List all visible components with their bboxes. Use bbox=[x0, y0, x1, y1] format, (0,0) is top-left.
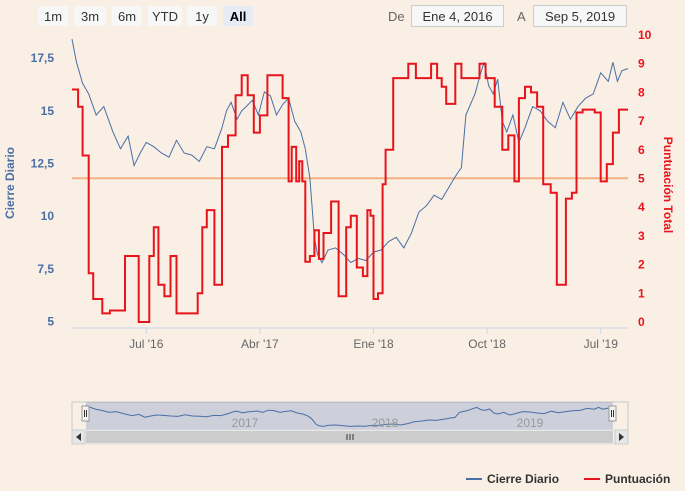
y-axis-left: 5 7,5 10 12,5 15 17,5 bbox=[31, 51, 55, 329]
scrollbar[interactable] bbox=[72, 430, 628, 444]
navigator-year-label: 2017 bbox=[232, 416, 259, 430]
y-axis-left-tick-label: 15 bbox=[41, 104, 55, 118]
series-cierre-diario-line bbox=[72, 39, 628, 263]
y-axis-right-tick-label: 1 bbox=[638, 286, 645, 300]
legend-item-puntuacion[interactable]: Puntuación bbox=[584, 472, 670, 486]
navigator-handle-right[interactable] bbox=[609, 406, 616, 421]
navigator-year-label: 2018 bbox=[372, 416, 399, 430]
x-axis-tick-label: Jul '19 bbox=[584, 337, 619, 351]
legend-label: Puntuación bbox=[605, 472, 670, 486]
legend: Cierre Diario Puntuación bbox=[466, 472, 670, 486]
navigator-year-label: 2019 bbox=[517, 416, 544, 430]
navigator[interactable]: 2017 2018 2019 bbox=[72, 402, 628, 430]
y-axis-left-tick-label: 5 bbox=[47, 315, 54, 329]
y-axis-left-tick-label: 17,5 bbox=[31, 51, 55, 65]
legend-item-cierre-diario[interactable]: Cierre Diario bbox=[466, 472, 559, 486]
y-axis-right-tick-label: 7 bbox=[638, 114, 645, 128]
y-axis-right-tick-label: 0 bbox=[638, 315, 645, 329]
y-axis-left-tick-label: 10 bbox=[41, 209, 55, 223]
y-axis-right-title: Puntuación Total bbox=[661, 137, 675, 233]
x-axis-tick-label: Jul '16 bbox=[129, 337, 164, 351]
series-puntuacion-line bbox=[72, 64, 628, 322]
y-axis-right-tick-label: 4 bbox=[638, 200, 645, 214]
y-axis-left-tick-label: 7,5 bbox=[37, 262, 54, 276]
navigator-handle-left[interactable] bbox=[82, 406, 89, 421]
y-axis-left-tick-label: 12,5 bbox=[31, 157, 55, 171]
y-axis-right-tick-label: 2 bbox=[638, 258, 645, 272]
x-axis-tick-label: Abr '17 bbox=[241, 337, 279, 351]
y-axis-left-title: Cierre Diario bbox=[3, 147, 17, 219]
y-axis-right-tick-label: 6 bbox=[638, 143, 645, 157]
y-axis-right-tick-label: 5 bbox=[638, 172, 645, 186]
chart: Jul '16 Abr '17 Ene '18 Oct '18 Jul '19 5 7,5… bbox=[0, 0, 685, 491]
x-axis-tick-label: Oct '18 bbox=[468, 337, 506, 351]
y-axis-right-tick-label: 8 bbox=[638, 85, 645, 99]
x-axis: Jul '16 Abr '17 Ene '18 Oct '18 Jul '19 bbox=[129, 328, 618, 351]
y-axis-right-tick-label: 10 bbox=[638, 28, 652, 42]
y-axis-right: 0 1 2 3 4 5 6 7 8 9 10 bbox=[638, 28, 652, 329]
y-axis-right-tick-label: 9 bbox=[638, 57, 645, 71]
y-axis-right-tick-label: 3 bbox=[638, 229, 645, 243]
legend-label: Cierre Diario bbox=[487, 472, 559, 486]
x-axis-tick-label: Ene '18 bbox=[353, 337, 394, 351]
